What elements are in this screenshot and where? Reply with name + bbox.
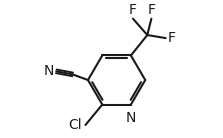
Text: N: N [126,111,136,125]
Text: F: F [129,3,137,17]
Text: F: F [147,3,155,17]
Text: Cl: Cl [69,118,82,132]
Text: N: N [44,64,54,78]
Text: F: F [168,31,176,45]
